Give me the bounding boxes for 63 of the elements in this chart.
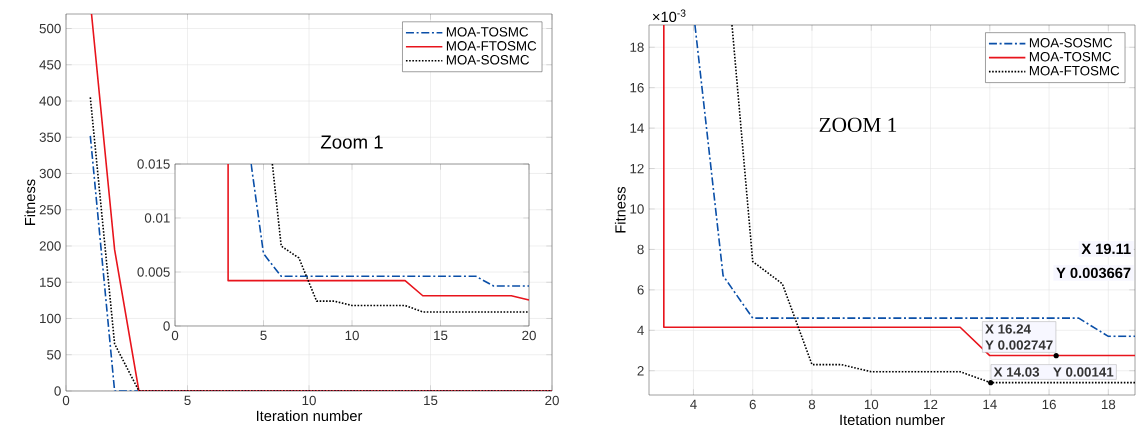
y-tick-label: 250 (39, 205, 61, 215)
legend-label: MOA-FTOSMC (446, 41, 537, 51)
x-tick-label: 18 (1101, 399, 1116, 410)
legend-label: MOA-SOSMC (446, 55, 530, 65)
y-tick-label: 400 (39, 96, 61, 106)
x-tick-label: 8 (808, 399, 816, 410)
annotation: ZOOM 1 (819, 117, 897, 133)
x-tick-label: 10 (302, 395, 316, 406)
y-tick-label: 12 (630, 163, 644, 174)
legend-label: MOA-SOSMC (1029, 38, 1113, 48)
y-tick-label: 2 (637, 366, 644, 376)
legend-label: MOA-TOSMC (1029, 51, 1112, 62)
annotation: Y 0.002747 (985, 340, 1053, 350)
x-tick-label: 10 (864, 399, 879, 410)
y-tick-label: 300 (39, 168, 61, 179)
x-tick-label: 16 (1042, 399, 1056, 410)
y-axis-title: Fitness (614, 186, 626, 233)
y-tick-label: 100 (40, 313, 61, 324)
y-tick-label: 450 (39, 60, 61, 70)
x-tick-label: 20 (545, 395, 559, 406)
legend-label: MOA-TOSMC (446, 27, 529, 37)
annotation: X 14.03 (993, 367, 1040, 377)
annotation: Y 0.00141 (1053, 367, 1114, 377)
x-tick-label: 15 (424, 395, 438, 406)
x-tick-label: 15 (434, 330, 448, 341)
line-series (227, 164, 530, 301)
x-tick-label: 5 (184, 395, 191, 406)
x-tick-label: 12 (924, 399, 938, 410)
annotation: X 19.11 (1081, 243, 1131, 255)
y-tick-label: 200 (39, 241, 61, 251)
legend-label: MOA-FTOSMC (1029, 65, 1120, 76)
x-tick-label: 6 (749, 399, 756, 410)
text: ×10$^{-3}$ (652, 9, 686, 23)
annotation: Y 0.003667 (1056, 267, 1131, 279)
x-tick-label: 20 (522, 330, 536, 341)
y-tick-label: 6 (637, 285, 644, 295)
y-tick-label: 10 (630, 204, 644, 214)
y-tick-label: 0.01 (144, 213, 170, 223)
x-axis-title: Itetation number (840, 414, 945, 426)
y-tick-label: 16 (630, 82, 644, 93)
y-tick-label: 0.005 (137, 267, 170, 277)
y-tick-label: 150 (40, 277, 61, 287)
annotation: X 16.24 (985, 324, 1031, 334)
y-tick-label: 14 (630, 123, 644, 133)
x-tick-label: 10 (345, 330, 359, 341)
x-tick-label: 0 (171, 330, 179, 341)
chart-title: Zoom 1 (320, 135, 383, 149)
x-tick-label: 0 (62, 395, 70, 406)
y-tick-label: 8 (637, 244, 644, 255)
line-series (250, 164, 530, 287)
x-tick-label: 5 (260, 330, 267, 341)
y-tick-label: 500 (39, 23, 61, 34)
y-axis-title: Fitness (24, 179, 36, 225)
x-tick-label: 4 (690, 399, 697, 409)
x-tick-label: 14 (983, 399, 997, 409)
y-tick-label: 50 (47, 350, 61, 360)
y-tick-label: 0.015 (137, 159, 170, 169)
x-axis-title: Iteration number (256, 410, 363, 422)
y-tick-label: 350 (39, 132, 61, 142)
y-tick-label: 18 (630, 42, 644, 52)
y-tick-label: 0 (54, 386, 61, 396)
line-series (271, 164, 530, 313)
y-tick-label: 0 (163, 321, 170, 331)
